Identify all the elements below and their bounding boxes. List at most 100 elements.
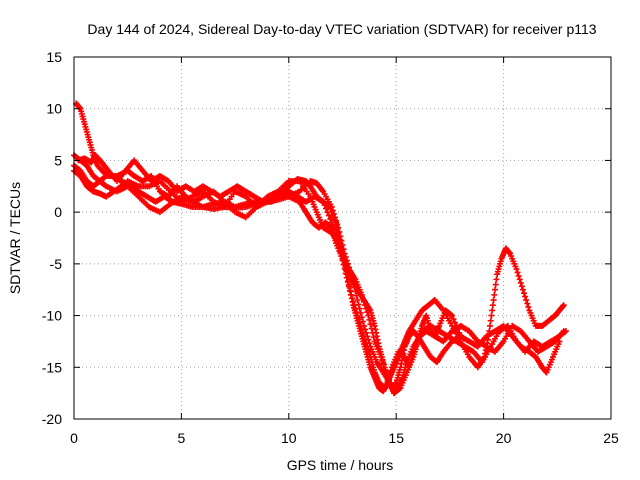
data-point-marker <box>454 326 461 333</box>
data-point-marker <box>351 302 358 309</box>
data-point-marker <box>328 203 335 210</box>
data-point-marker <box>368 325 375 332</box>
data-point-marker <box>518 283 525 290</box>
data-point-marker <box>335 235 342 241</box>
y-tick-label: 5 <box>54 152 62 168</box>
data-point-marker <box>491 291 498 298</box>
data-point-marker <box>517 279 524 286</box>
y-tick-label: 10 <box>46 101 62 117</box>
data-point-marker <box>347 287 354 294</box>
data-point-marker <box>523 297 530 304</box>
data-point-marker <box>338 245 345 252</box>
data-point-marker <box>355 316 362 323</box>
data-point-marker <box>486 322 493 329</box>
data-point-marker <box>356 319 363 326</box>
data-point-marker <box>515 272 522 279</box>
data-point-marker <box>353 292 360 299</box>
y-tick-label: -20 <box>42 411 62 427</box>
data-point-marker <box>524 300 531 307</box>
data-point-marker <box>354 297 361 304</box>
data-point-marker <box>337 241 344 248</box>
data-point-marker <box>360 333 367 340</box>
y-tick-label: -10 <box>42 308 62 324</box>
data-point-marker <box>451 319 458 326</box>
data-point-marker <box>367 321 374 328</box>
data-point-marker <box>323 205 330 212</box>
data-point-marker <box>493 276 500 283</box>
data-point-marker <box>513 266 520 273</box>
data-point-marker <box>449 312 456 319</box>
data-point-marker <box>365 347 372 354</box>
data-point-marker <box>348 291 355 298</box>
data-point-marker <box>366 350 373 357</box>
data-point-marker <box>488 312 495 319</box>
data-point-marker <box>336 228 343 235</box>
data-point-marker <box>364 309 371 316</box>
data-point-marker <box>342 259 349 266</box>
data-point-marker <box>344 266 351 273</box>
data-point-marker <box>353 309 360 316</box>
data-point-marker <box>487 317 494 324</box>
data-point-marker <box>343 262 350 269</box>
data-point-marker <box>321 202 328 209</box>
data-point-marker <box>336 238 343 245</box>
data-point-marker <box>560 302 567 309</box>
data-point-marker <box>519 286 526 293</box>
data-point-marker <box>357 322 364 329</box>
data-point-marker <box>561 328 568 335</box>
data-point-marker <box>516 276 523 283</box>
data-point-marker <box>354 312 361 319</box>
data-point-marker <box>387 367 394 374</box>
data-point-marker <box>320 198 327 205</box>
data-point-marker <box>330 210 337 217</box>
data-point-marker <box>363 340 370 347</box>
grid <box>74 57 611 419</box>
data-point-marker <box>358 314 365 321</box>
data-point-marker <box>341 255 348 262</box>
data-point-marker <box>340 252 347 259</box>
data-point-marker <box>352 305 359 312</box>
y-tick-label: -5 <box>50 256 63 272</box>
x-tick-label: 5 <box>178 430 186 446</box>
x-tick-label: 25 <box>603 430 619 446</box>
x-tick-label: 15 <box>388 430 404 446</box>
data-point-marker <box>492 281 499 288</box>
y-tick-label: 0 <box>54 204 62 220</box>
data-point-marker <box>359 329 366 336</box>
data-point-marker <box>331 214 338 221</box>
data-point-marker <box>324 209 331 216</box>
chart-title: Day 144 of 2024, Sidereal Day-to-day VTE… <box>87 21 596 37</box>
y-tick-label: -15 <box>42 359 62 375</box>
data-point-marker <box>349 295 356 302</box>
data-point-marker <box>343 274 350 281</box>
data-point-marker <box>334 221 341 228</box>
y-axis-label: SDTVAR / TECUs <box>7 182 23 294</box>
y-tick-label: 15 <box>46 49 62 65</box>
data-point-marker <box>362 336 369 343</box>
data-point-marker <box>453 322 460 329</box>
data-point-marker <box>490 297 497 304</box>
data-point-marker <box>370 334 377 341</box>
data-point-marker <box>345 283 352 290</box>
data-point-marker <box>333 217 340 224</box>
data-point-marker <box>327 216 334 223</box>
data-point-marker <box>457 333 464 340</box>
data-point-marker <box>514 269 521 276</box>
x-axis-label: GPS time / hours <box>287 457 394 473</box>
data-point-marker <box>357 309 364 316</box>
data-point-marker <box>450 316 457 323</box>
data-point-marker <box>521 290 528 297</box>
data-point-marker <box>364 343 371 350</box>
data-point-marker <box>556 338 563 345</box>
data-point-marker <box>366 316 373 323</box>
data-point-marker <box>342 270 349 277</box>
data-points <box>71 100 569 397</box>
data-point-marker <box>382 384 389 391</box>
data-point-marker <box>525 303 532 310</box>
data-point-marker <box>339 248 346 255</box>
x-tick-label: 10 <box>281 430 297 446</box>
plot-frame <box>73 56 612 420</box>
data-point-marker <box>492 286 499 293</box>
data-point-marker <box>396 385 403 392</box>
